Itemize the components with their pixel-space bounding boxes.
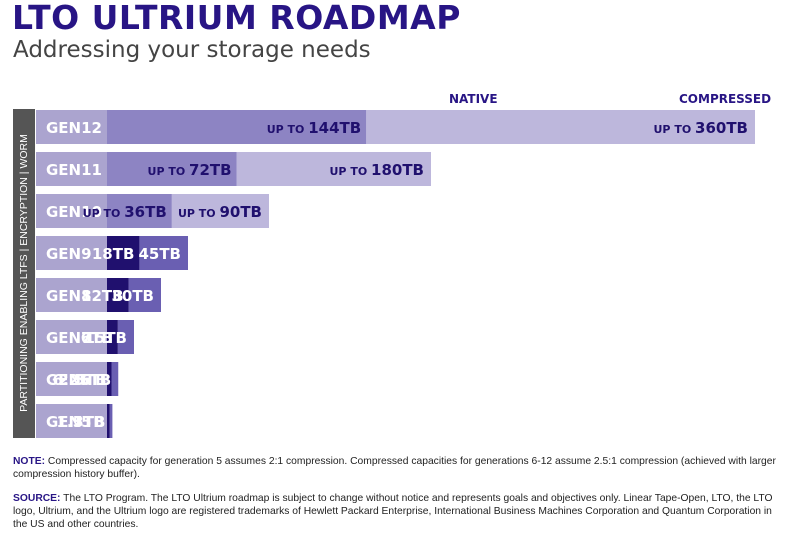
gen-label-box-gen9 [36,236,107,270]
native-value-label-gen12: UP TO 144TB [267,119,362,137]
native-bar-gen11 [107,152,237,186]
gen-label-box-gen12 [36,110,107,144]
gen-label-gen9: GEN9 [46,245,92,263]
compressed-bar-gen5 [109,404,113,438]
gen-label-box-gen8 [36,278,107,312]
page-subtitle: Addressing your storage needs [13,37,371,63]
compressed-bar-gen7 [117,320,134,354]
note-paragraph: NOTE: Compressed capacity for generation… [13,455,778,481]
native-bar-gen12 [107,110,367,144]
compressed-value-label-gen12: UP TO 360TB [654,119,749,137]
gen-label-gen6: GEN6 [46,371,92,389]
native-value-label-gen5: 1.5TB [56,413,104,431]
native-bar-gen7 [107,320,118,354]
native-bar-gen5 [107,404,110,438]
native-bar-gen8 [107,278,129,312]
gen-label-gen7: GEN7 [46,329,92,347]
compressed-value-label-gen5: 3TB [73,413,105,431]
compressed-value-label-gen11: UP TO 180TB [330,161,425,179]
native-value-label-gen6: 2.5TB [58,371,106,389]
gen-label-box-gen6 [36,362,107,396]
source-text: The LTO Program. The LTO Ultrium roadmap… [13,493,773,530]
page-title: LTO ULTRIUM ROADMAP [12,0,461,37]
compressed-bar-gen6 [111,362,119,396]
native-bar-gen6 [107,362,112,396]
compressed-value-label-gen10: UP TO 90TB [178,203,262,221]
note-label: NOTE: [13,456,46,467]
compressed-value-label-gen8: 30TB [111,287,154,305]
gen-label-box-gen11 [36,152,107,186]
gen-label-box-gen10 [36,194,107,228]
native-bar-gen9 [107,236,140,270]
compressed-bar-gen9 [139,236,188,270]
features-side-bar [13,109,35,438]
gen-label-gen8: GEN8 [46,287,92,305]
compressed-bar-gen10 [171,194,269,228]
gen-label-box-gen7 [36,320,107,354]
compressed-value-label-gen7: 15TB [84,329,127,347]
source-paragraph: SOURCE: The LTO Program. The LTO Ultrium… [13,492,778,531]
compressed-value-label-gen9: 45TB [138,245,181,263]
native-column-header: NATIVE [449,92,498,106]
compressed-bar-gen12 [366,110,755,144]
native-value-label-gen11: UP TO 72TB [148,161,232,179]
note-text: Compressed capacity for generation 5 ass… [13,456,776,480]
roadmap-chart: GEN12 UP TO 144TB UP TO 360TB GEN11 UP TO 72… [36,110,755,438]
native-bar-gen10 [107,194,172,228]
compressed-value-label-gen6: 6.25TB [53,371,112,389]
gen-label-gen11: GEN11 [46,161,102,179]
gen-label-gen5: GEN5 [46,413,92,431]
native-value-label-gen7: 6TB [81,329,113,347]
compressed-bar-gen11 [236,152,431,186]
native-value-label-gen8: 12TB [81,287,124,305]
compressed-bar-gen8 [128,278,161,312]
native-value-label-gen10: UP TO 36TB [83,203,167,221]
native-value-label-gen9: 18TB [92,245,135,263]
compressed-column-header: COMPRESSED [679,92,772,106]
gen-label-gen12: GEN12 [46,119,102,137]
gen-label-box-gen5 [36,404,107,438]
source-label: SOURCE: [13,493,61,504]
gen-label-gen10: GEN10 [46,203,102,221]
